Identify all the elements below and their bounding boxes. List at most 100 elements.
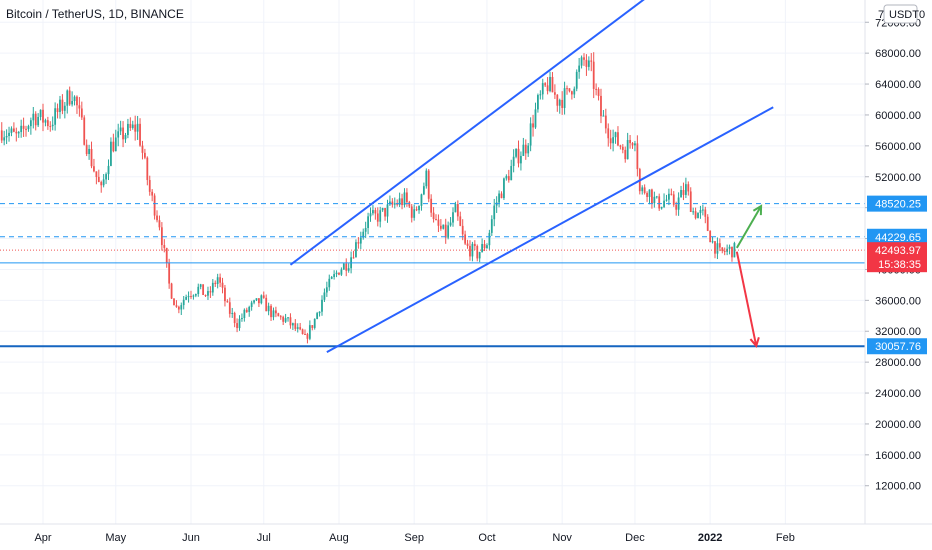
candle-body: [308, 325, 311, 339]
candle-body: [289, 317, 292, 326]
time-scale-ticks[interactable]: Apr May Jun Jul Aug Sep Oct Nov Dec 2022 Feb: [34, 532, 794, 544]
candle-body: [541, 83, 544, 95]
time-tick-label: Oct: [478, 532, 495, 544]
candle-body: [517, 148, 520, 164]
candle-body: [694, 211, 697, 219]
candle-body: [452, 212, 454, 223]
candle-body: [585, 59, 588, 67]
chart-grid: [0, 0, 865, 524]
candle-body: [418, 205, 420, 211]
candle-body: [471, 243, 474, 257]
bullish-scenario-arrow[interactable]: [735, 204, 763, 249]
candle-body: [643, 187, 646, 193]
horizontal-levels: [0, 203, 865, 348]
candle-body: [689, 191, 692, 212]
resistance-44229-label: [867, 228, 927, 245]
candle-body: [90, 148, 93, 167]
candle-body: [716, 243, 719, 254]
candle-body: [61, 99, 64, 111]
candle-body: [636, 143, 639, 170]
candle-body: [277, 313, 280, 317]
candle-body: [49, 126, 52, 128]
last-price-label: [867, 242, 927, 273]
candle-body: [243, 309, 246, 319]
candle-body: [192, 295, 195, 297]
candle-body: [347, 268, 350, 271]
candle-body: [165, 247, 168, 264]
candle-body: [304, 333, 306, 335]
candle-body: [680, 190, 682, 198]
candle-body: [481, 244, 484, 253]
candle-body: [444, 224, 447, 238]
candle-body: [726, 248, 729, 252]
price-tick-label: 28000.00: [875, 357, 921, 369]
candle-body: [626, 139, 629, 160]
time-tick-label: Feb: [776, 532, 795, 544]
candle-body: [211, 282, 214, 293]
candle-body: [687, 184, 690, 192]
channel-lower-trendline[interactable]: [326, 106, 774, 353]
candle-body: [335, 272, 338, 275]
candle-body: [364, 227, 367, 232]
candle-body: [51, 124, 54, 127]
candle-body: [54, 108, 57, 125]
candle-body: [163, 245, 166, 248]
candle-body: [602, 115, 605, 117]
candle-body: [294, 323, 297, 329]
candle-body: [160, 227, 163, 246]
candle-body: [709, 230, 712, 243]
candle-body: [723, 250, 726, 252]
candle-body: [272, 310, 275, 318]
candle-body: [379, 210, 382, 222]
candle-body: [624, 149, 627, 160]
candle-body: [374, 210, 377, 214]
bearish-scenario-arrow[interactable]: [735, 251, 760, 348]
candle-body: [537, 95, 539, 110]
candle-body: [255, 298, 258, 301]
candle-body: [318, 311, 321, 314]
last-price-value: 42493.97: [875, 245, 921, 257]
candle-body: [469, 245, 471, 257]
candle-body: [376, 213, 379, 222]
candle-body: [301, 329, 304, 334]
candle-body: [226, 301, 229, 303]
price-tick-label: 60000.00: [875, 110, 921, 122]
candle-body: [328, 278, 331, 288]
candle-body: [185, 297, 188, 300]
time-tick-label: May: [105, 532, 126, 544]
candle-body: [214, 282, 217, 285]
candle-body: [279, 316, 282, 318]
candle-body: [37, 116, 40, 126]
candle-body: [410, 206, 413, 218]
candle-body: [345, 263, 348, 271]
candle-body: [459, 216, 462, 226]
candle-body: [592, 61, 595, 89]
price-tick-label: 16000.00: [875, 450, 921, 462]
candle-body: [566, 88, 568, 90]
candle-body: [306, 334, 309, 339]
candle-body: [340, 269, 343, 275]
price-scale-ticks: 12000.00 16000.00 20000.00 24000.00 28000.00…: [865, 17, 921, 493]
candle-body: [406, 192, 408, 203]
currency-button[interactable]: [883, 4, 918, 24]
candle-body: [672, 194, 675, 205]
candle-body: [15, 131, 18, 134]
candle-body: [153, 195, 156, 216]
candle-body: [10, 128, 13, 133]
time-tick-label: Aug: [329, 532, 349, 544]
candle-body: [447, 225, 450, 238]
candle-body: [704, 209, 707, 217]
price-tick-label: 64000.00: [875, 79, 921, 91]
candle-body: [553, 92, 556, 95]
channel-upper-trendline[interactable]: [289, 0, 649, 266]
candle-body: [46, 120, 49, 127]
price-tick-label: 52000.00: [875, 172, 921, 184]
candle-body: [398, 198, 401, 205]
candle-body: [575, 71, 578, 89]
candle-body: [580, 57, 583, 66]
candle-body: [97, 176, 100, 183]
bearish-scenario-arrow-shaft: [735, 251, 758, 347]
top-right-fragment: 0: [919, 9, 925, 21]
candle-body: [56, 108, 59, 113]
